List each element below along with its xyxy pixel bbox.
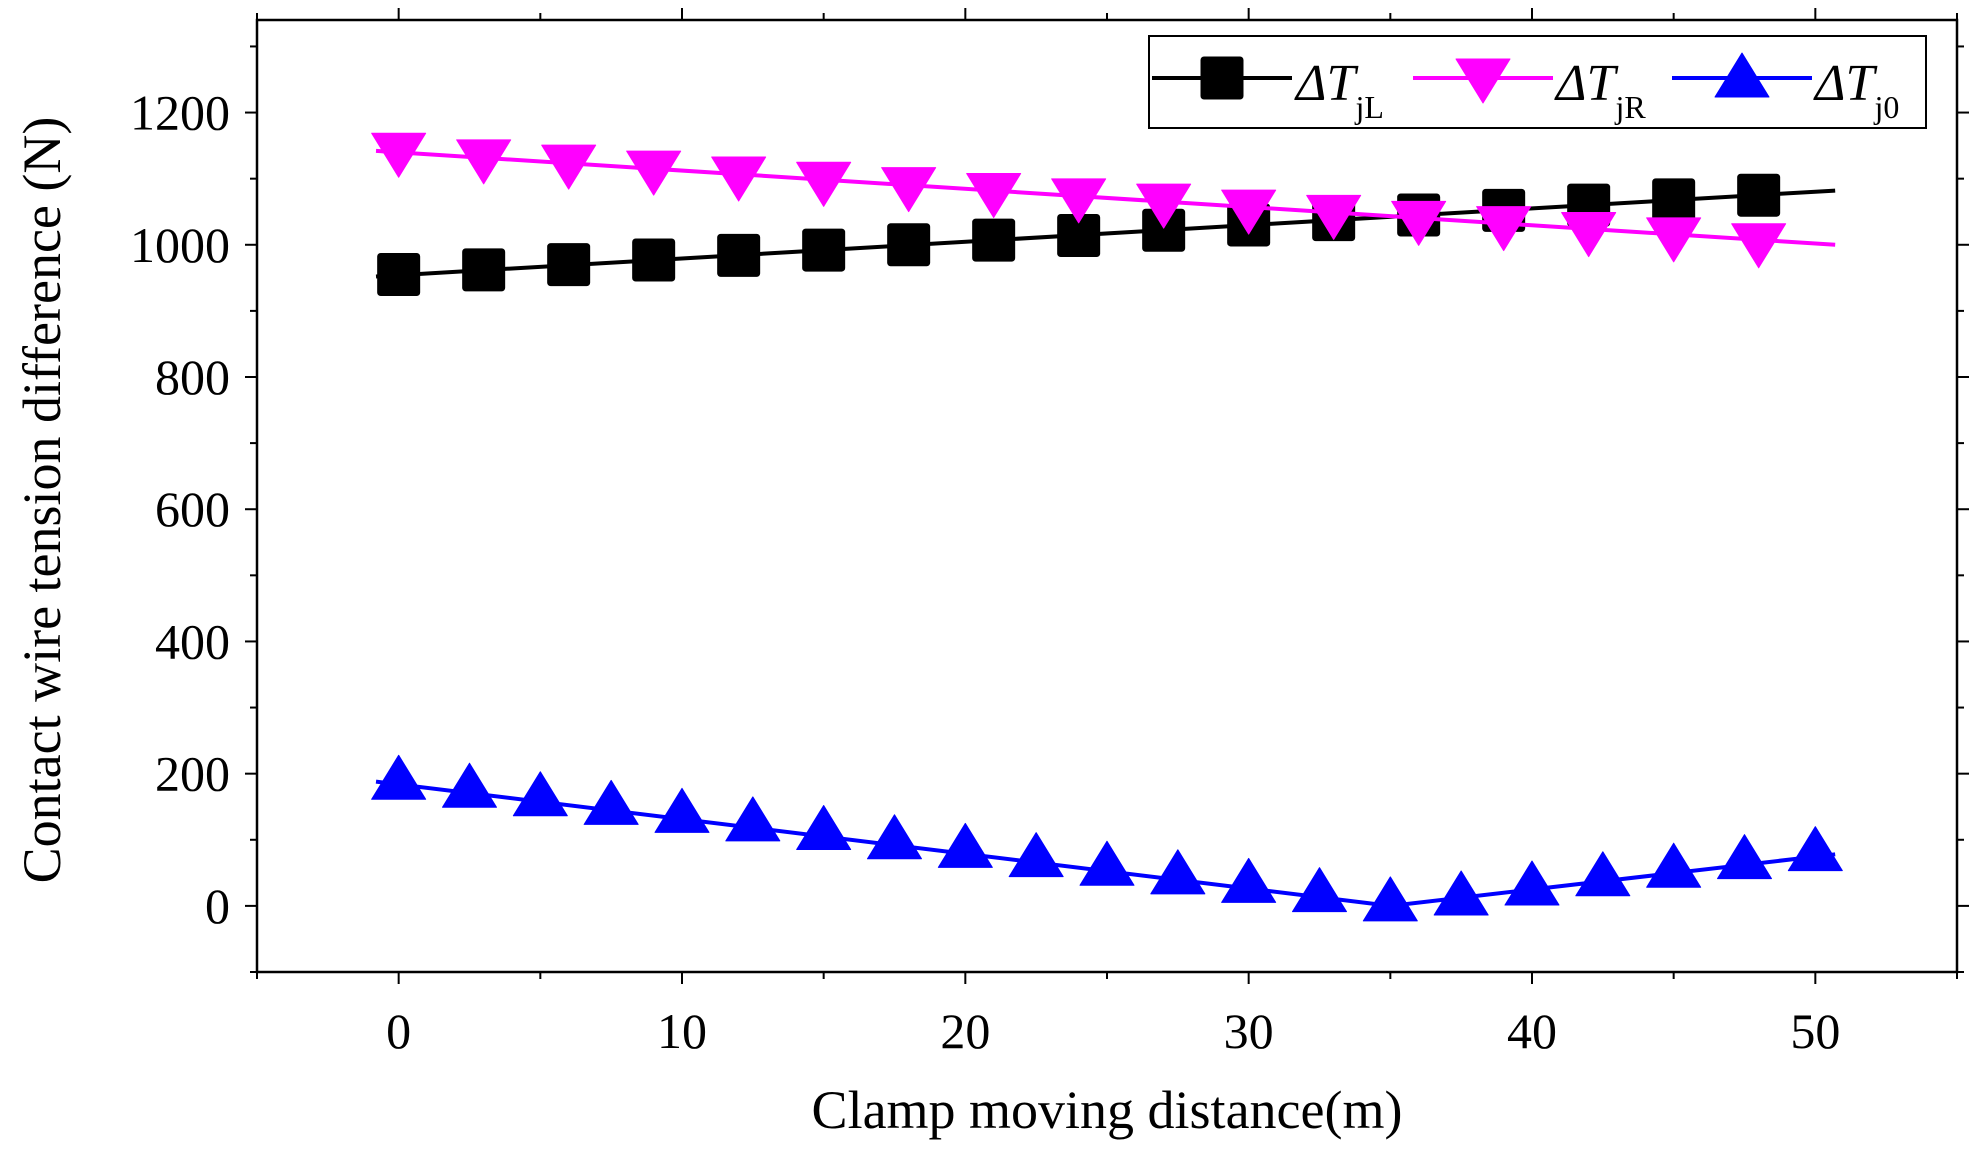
series-1-point: [887, 223, 931, 267]
series-3-point: [1433, 870, 1489, 916]
series-2-point: [1561, 212, 1617, 258]
y-tick-label: 600: [155, 481, 230, 537]
series-2-point: [626, 150, 682, 196]
series-1-point: [1737, 173, 1781, 217]
legend-label-series-2: ΔTjR: [1554, 55, 1646, 125]
series-1-point: [1652, 178, 1696, 222]
series-3-point: [1504, 860, 1560, 906]
series-3-point: [796, 805, 852, 851]
series-3-point: [1362, 876, 1418, 922]
series-1-point: [972, 218, 1016, 262]
series-line-2: [375, 148, 1836, 247]
series-3-point: [654, 787, 710, 833]
series-1-point: [377, 253, 421, 297]
series-2-point: [1051, 178, 1107, 224]
legend-marker-1: [1200, 56, 1244, 100]
legend-symbol-2: ΔT: [1554, 55, 1619, 112]
x-tick-label: 0: [386, 1003, 411, 1059]
x-tick-label: 40: [1507, 1003, 1557, 1059]
legend-label-series-1: ΔTjL: [1294, 55, 1384, 125]
y-tick-label: 800: [155, 349, 230, 405]
series-3-point: [442, 762, 497, 808]
x-axis-title: Clamp moving distance(m): [812, 1080, 1403, 1140]
series-3-point: [1079, 840, 1135, 886]
series-3-point: [371, 754, 427, 800]
legend-symbol-1: ΔT: [1294, 55, 1359, 112]
series-2-point: [881, 167, 937, 213]
y-tick-label: 400: [155, 613, 230, 669]
series-2-point: [1306, 194, 1362, 240]
axis-ticks: [245, 8, 1969, 984]
y-tick-label: 0: [205, 878, 230, 934]
series-1-point: [717, 233, 761, 277]
series-2-point: [711, 156, 767, 202]
series-3-point: [1787, 826, 1843, 872]
legend-markers: [1152, 52, 1812, 104]
axis-tick-labels: 0 10 20 30 40 50 0 200 400 600 800 1000 1200: [130, 85, 1840, 1059]
series-2-point: [1731, 223, 1787, 269]
series-1-point: [462, 248, 506, 292]
y-tick-label: 1000: [130, 217, 230, 273]
legend-marker-2: [1455, 58, 1511, 104]
legend-subscript-3: j0: [1873, 89, 1899, 125]
series-2-point: [1476, 206, 1532, 252]
series-3-point: [1008, 832, 1064, 878]
series-3-point: [1221, 857, 1277, 903]
legend-marker-3: [1714, 52, 1770, 98]
legend-label-series-3: ΔTj0: [1813, 55, 1899, 125]
series-3-point: [1150, 849, 1206, 895]
series-2-point: [456, 139, 512, 185]
series-3-point: [937, 822, 993, 868]
series-line-1: [375, 188, 1836, 279]
series-3-point: [512, 771, 568, 817]
series-2-point: [966, 173, 1022, 219]
y-axis-title: Contact wire tension difference (N): [12, 117, 72, 884]
series-3-point: [1292, 867, 1347, 913]
series-3-point: [1646, 842, 1702, 888]
legend-box: [1148, 35, 1927, 129]
series-2-point: [371, 132, 427, 178]
legend-symbol-3: ΔT: [1813, 55, 1878, 112]
y-tick-label: 200: [155, 746, 230, 802]
series-2-point: [1221, 189, 1277, 235]
legend: ΔTjL ΔTjR ΔTj0: [1148, 35, 1927, 129]
series-layer: [371, 132, 1843, 922]
series-3-point: [1717, 834, 1772, 880]
series-1-point: [547, 243, 591, 287]
series-2-point: [796, 161, 852, 207]
series-3-point: [583, 779, 639, 825]
series-2-point: [1391, 200, 1447, 246]
x-tick-label: 30: [1224, 1003, 1274, 1059]
legend-subscript-1: jL: [1354, 89, 1383, 125]
x-tick-label: 20: [940, 1003, 990, 1059]
series-2-point: [541, 144, 597, 190]
series-2-point: [1136, 183, 1192, 229]
series-1-point: [802, 228, 846, 272]
legend-subscript-2: jR: [1614, 89, 1646, 125]
series-3-point: [725, 796, 781, 842]
series-2-point: [1646, 217, 1702, 263]
y-tick-label: 1200: [130, 85, 230, 141]
series-1-point: [632, 238, 676, 282]
x-tick-label: 50: [1790, 1003, 1840, 1059]
x-tick-label: 10: [657, 1003, 707, 1059]
series-3-point: [867, 814, 922, 860]
plot-area-frame: [255, 18, 1959, 974]
series-3-point: [1575, 851, 1631, 897]
